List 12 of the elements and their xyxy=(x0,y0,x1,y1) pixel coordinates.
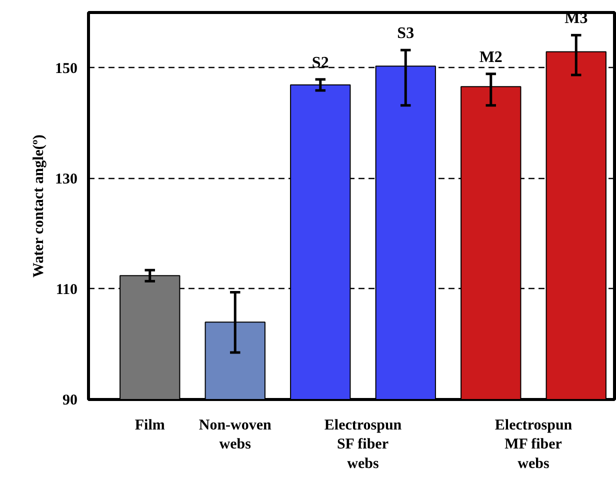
y-tick-label: 150 xyxy=(55,60,78,77)
text: Electrospun MF fiber webs xyxy=(494,418,573,472)
y-axis-title: Water contact angle(º) xyxy=(31,134,47,278)
y-tick-label: 110 xyxy=(56,282,78,298)
annotation: S3 xyxy=(397,25,414,42)
x-tick-label: Non-woven webs xyxy=(198,418,272,453)
x-tick-label: Film xyxy=(134,418,166,434)
annotation: M2 xyxy=(479,48,502,66)
annotation: S2 xyxy=(312,54,329,72)
y-tick-label: 130 xyxy=(55,171,78,188)
y-tick-label: 90 xyxy=(62,392,78,408)
text: Electrospun SF fiber webs xyxy=(324,418,402,472)
